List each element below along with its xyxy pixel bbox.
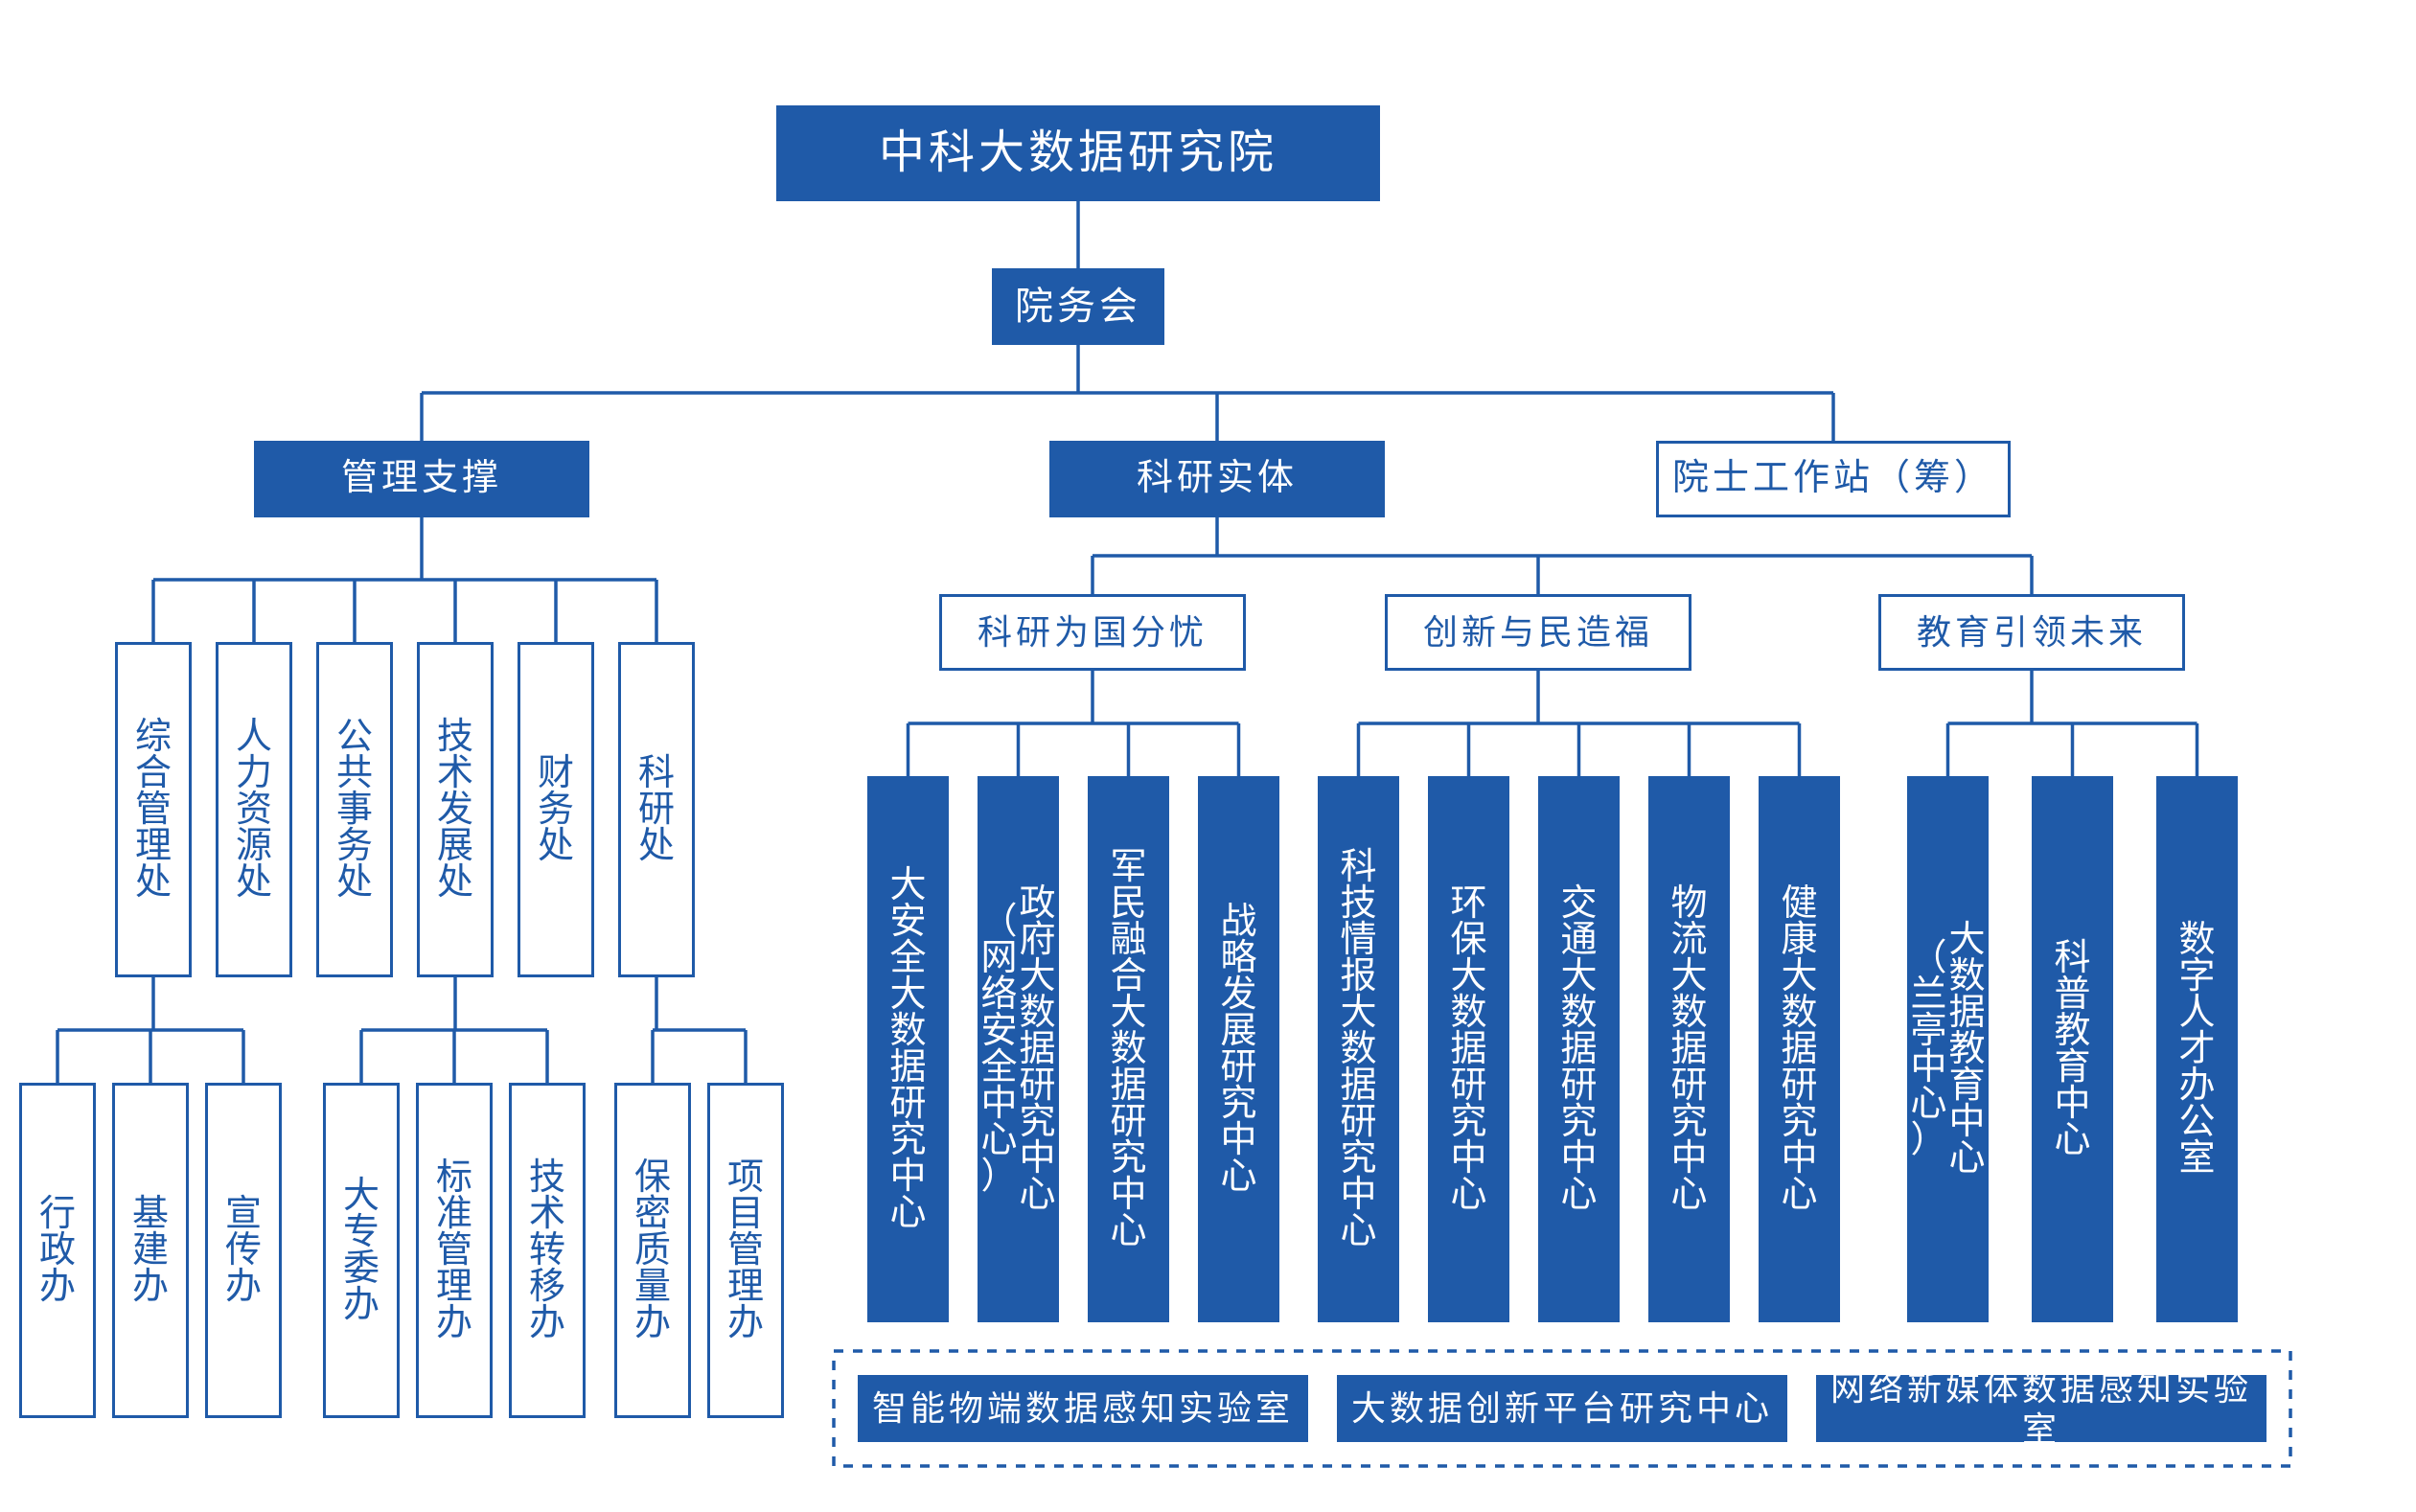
node-c7: 交通大数据研究中心	[1538, 776, 1620, 1322]
node-c4: 战略发展研究中心	[1198, 776, 1279, 1322]
node-g_res: 科研实体	[1049, 441, 1385, 517]
node-o7: 保密质量办	[614, 1083, 691, 1418]
node-c5: 科技情报大数据研究中心	[1318, 776, 1399, 1322]
org-chart-root: 中科大数据研究院院务会管理支撑 科研实体 院士工作站（筹） 综合管理处人力资源处公共事…	[0, 0, 2416, 1512]
node-c3: 军民融合大数据研究中心	[1088, 776, 1169, 1322]
node-m3: 公共事务处	[316, 642, 393, 977]
node-o3: 宣传办	[205, 1083, 282, 1418]
node-c12: 数字人才办公室	[2156, 776, 2238, 1322]
node-council: 院务会	[992, 268, 1164, 345]
node-o4: 大专委办	[323, 1083, 400, 1418]
node-r1: 科研为国分忧	[939, 594, 1246, 671]
node-c10: （兰亭中心）大数据教育中心	[1907, 776, 1989, 1322]
node-o1: 行政办	[19, 1083, 96, 1418]
node-d2: 大数据创新平台研究中心	[1337, 1375, 1787, 1442]
node-root: 中科大数据研究院	[776, 105, 1380, 201]
node-c11: 科普教育中心	[2032, 776, 2113, 1322]
node-g_aca: 院士工作站（筹）	[1656, 441, 2011, 517]
node-m1: 综合管理处	[115, 642, 192, 977]
node-c9: 健康大数据研究中心	[1759, 776, 1840, 1322]
node-c8: 物流大数据研究中心	[1648, 776, 1730, 1322]
node-m2: 人力资源处	[216, 642, 292, 977]
node-m5: 财务处	[518, 642, 594, 977]
node-o5: 标准管理办	[416, 1083, 493, 1418]
node-c2: （网络安全中心）政府大数据研究中心	[978, 776, 1059, 1322]
node-m6: 科研处	[618, 642, 695, 977]
node-g_mgt: 管理支撑	[254, 441, 589, 517]
node-c6: 环保大数据研究中心	[1428, 776, 1509, 1322]
node-c1: 大安全大数据研究中心	[867, 776, 949, 1322]
node-d1: 智能物端数据感知实验室	[858, 1375, 1308, 1442]
node-o8: 项目管理办	[707, 1083, 784, 1418]
node-o6: 技术转移办	[509, 1083, 586, 1418]
node-o2: 基建办	[112, 1083, 189, 1418]
node-m4: 技术发展处	[417, 642, 494, 977]
node-r3: 教育引领未来	[1878, 594, 2185, 671]
node-r2: 创新与民造福	[1385, 594, 1691, 671]
node-d3: 网络新媒体数据感知实验室	[1816, 1375, 2266, 1442]
